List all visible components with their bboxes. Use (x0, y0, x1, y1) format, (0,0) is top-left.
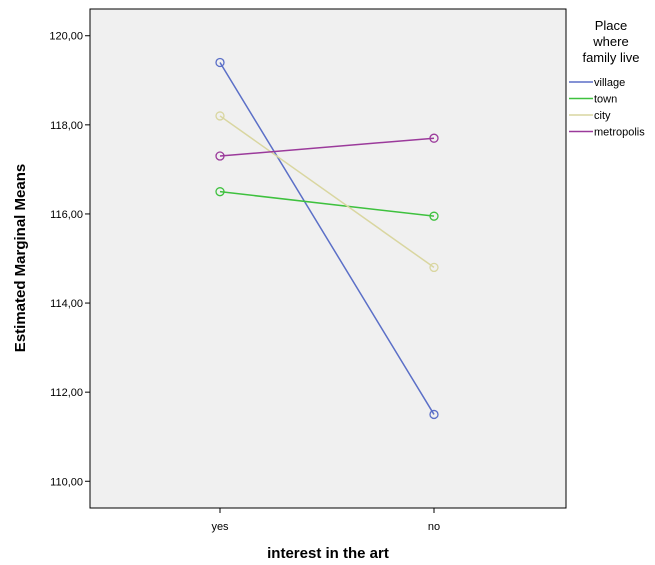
legend-label-city: city (594, 110, 611, 122)
x-tick-label: yes (211, 521, 229, 533)
legend-label-village: village (594, 77, 625, 89)
legend-label-town: town (594, 94, 617, 106)
series-line-metropolis (219, 137, 435, 157)
data-point-city-no (429, 262, 439, 273)
legend-title-line-1: Place (595, 18, 628, 33)
x-axis: yes no (211, 508, 440, 533)
y-axis-title: Estimated Marginal Means (12, 164, 29, 352)
y-tick-label: 110,00 (50, 476, 83, 488)
data-point-metropolis-yes (215, 151, 225, 161)
y-tick-label: 116,00 (50, 209, 83, 221)
data-point-village-no (429, 409, 439, 420)
data-point-village-yes (215, 57, 225, 68)
legend-label-metropolis: metropolis (594, 127, 645, 139)
legend: Place where family live village town city m… (569, 18, 645, 139)
data-point-town-yes (215, 187, 225, 197)
x-axis-title: interest in the art (267, 545, 389, 562)
data-point-city-yes (215, 111, 225, 121)
data-point-metropolis-no (429, 133, 439, 143)
y-tick-label: 120,00 (49, 31, 83, 43)
legend-title-line-3: family live (582, 50, 639, 65)
series-line-town (219, 190, 435, 217)
legend-title-line-2: where (592, 34, 628, 49)
plot-area (89, 8, 567, 509)
series-markers (215, 57, 439, 420)
y-tick-label: 112,00 (50, 387, 83, 399)
x-tick-label: no (428, 521, 440, 533)
series-lines (219, 62, 435, 415)
y-tick-label: 118,00 (50, 120, 83, 132)
series-line-village (219, 62, 435, 415)
legend-items: village town city metropolis (569, 77, 645, 139)
y-tick-label: 114,00 (50, 298, 83, 310)
y-axis: 110,00 112,00 114,00 116,00 118,00 120,00 (49, 31, 90, 488)
data-point-town-no (429, 211, 439, 221)
series-line-city (219, 115, 435, 269)
